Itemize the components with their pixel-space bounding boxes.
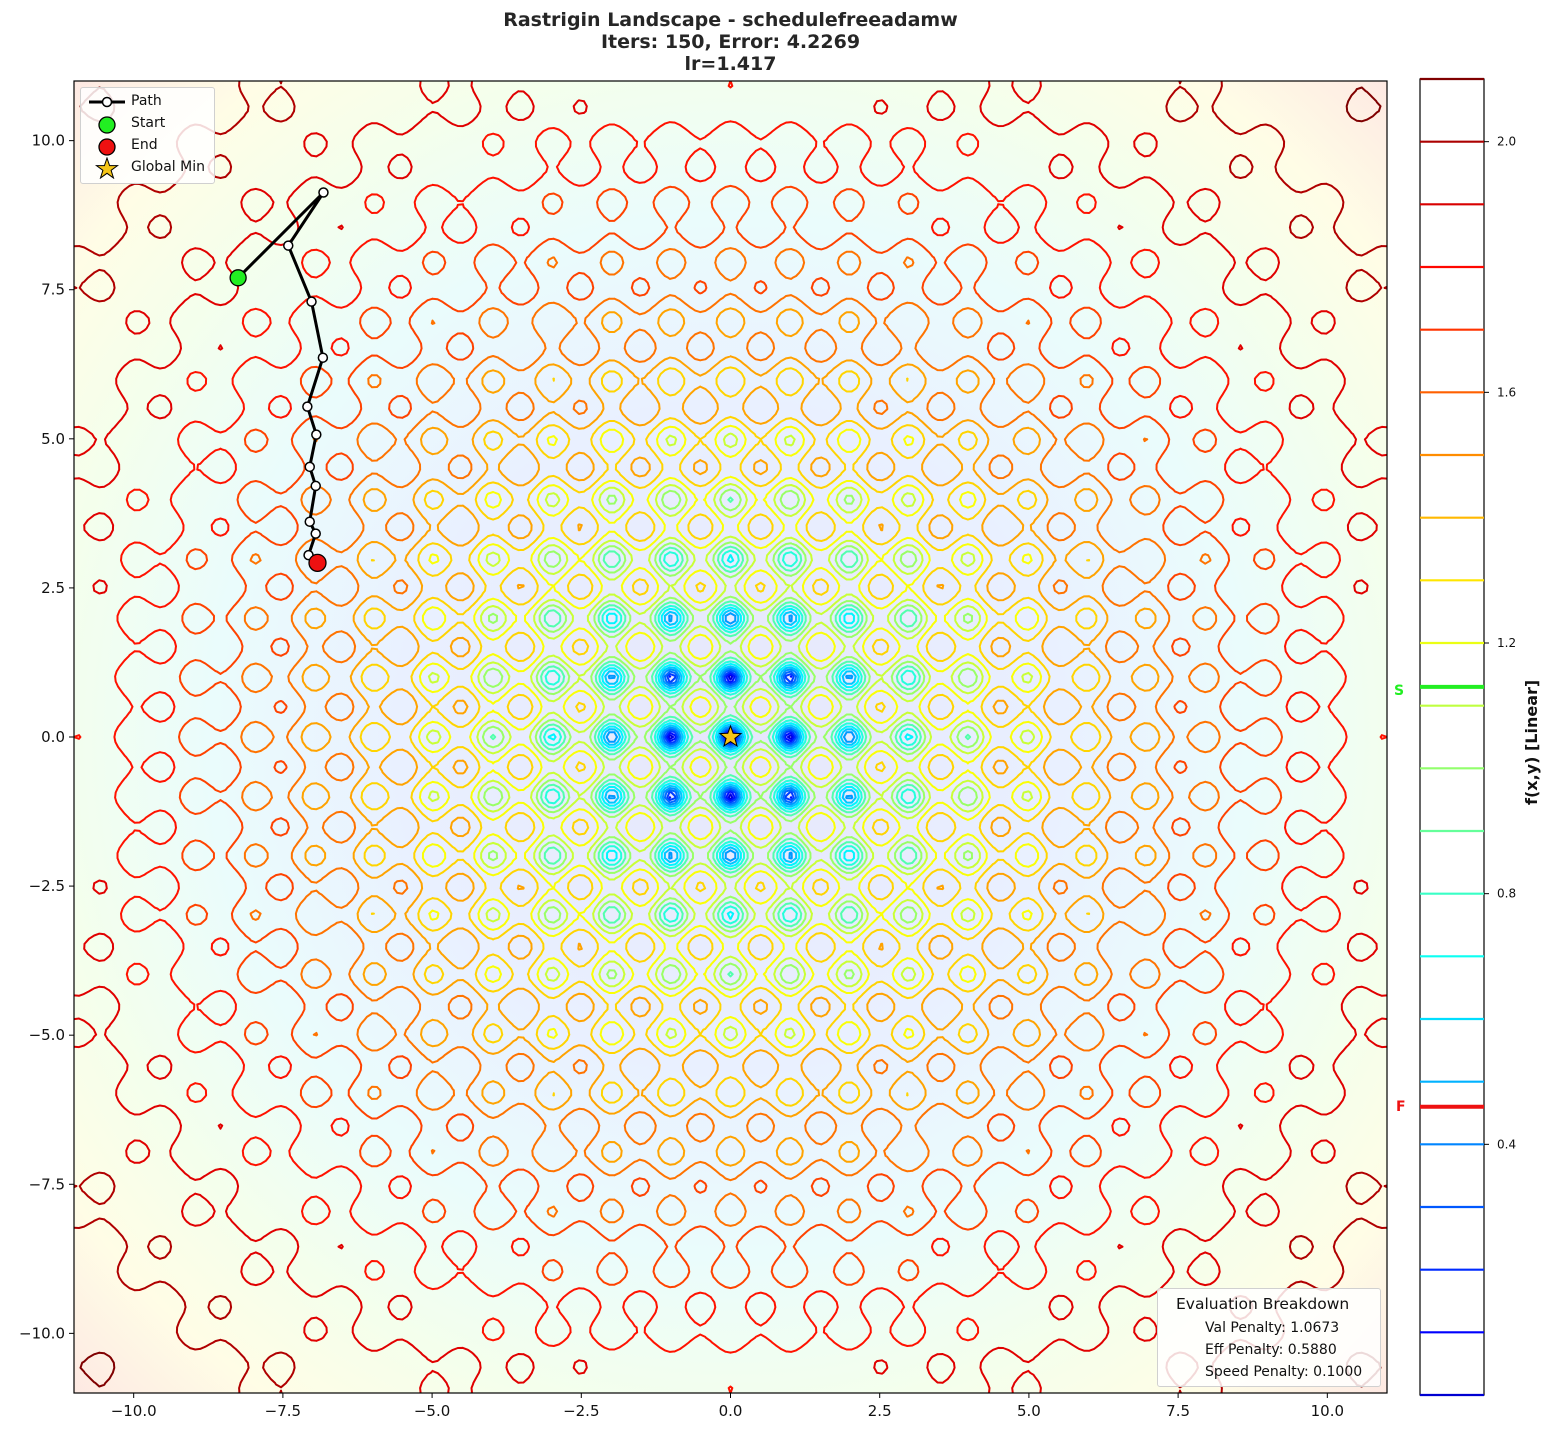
chart-title-line2: Iters: 150, Error: 4.2269 [600, 31, 861, 53]
x-axis: −10.0 −7.5 −5.0 −2.5 0.0 2.5 5.0 7.5 10.0 [111, 1393, 1344, 1420]
colorbar-start-marker-label: S [1394, 683, 1405, 699]
path-line-icon [89, 96, 125, 108]
svg-text:2.5: 2.5 [868, 1402, 892, 1420]
eff-penalty: Eff Penalty: 0.5880 [1205, 1342, 1337, 1358]
svg-text:−10.0: −10.0 [111, 1402, 157, 1420]
evaluation-heading: Evaluation Breakdown [1176, 1295, 1350, 1313]
end-circle-icon [98, 138, 116, 156]
end-marker [308, 553, 327, 573]
colorbar: 0.4 0.8 1.2 1.6 2.0 [1419, 77, 1516, 1397]
svg-text:−2.5: −2.5 [563, 1402, 599, 1420]
legend-label-global-min: Global Min [131, 159, 205, 175]
legend-item-end: End [81, 135, 214, 157]
chart-title-line1: Rastrigin Landscape - schedulefreeadamw [503, 9, 958, 31]
svg-text:2.5: 2.5 [41, 579, 65, 597]
svg-text:1.6: 1.6 [1497, 385, 1516, 399]
svg-text:0.4: 0.4 [1497, 1137, 1516, 1151]
svg-text:5.0: 5.0 [41, 430, 65, 448]
legend: Path Start End Global Min [80, 87, 215, 184]
legend-item-global-min: Global Min [81, 157, 214, 179]
evaluation-breakdown-box: Evaluation Breakdown Val Penalty: 1.0673… [1157, 1288, 1381, 1387]
plot-area [73, 80, 1388, 1394]
svg-text:2.0: 2.0 [1497, 135, 1516, 149]
legend-label-path: Path [131, 93, 162, 109]
svg-text:−2.5: −2.5 [29, 877, 65, 895]
svg-text:0.8: 0.8 [1497, 887, 1516, 901]
svg-text:0.0: 0.0 [41, 728, 65, 746]
svg-text:1.2: 1.2 [1497, 636, 1516, 650]
svg-text:−7.5: −7.5 [265, 1402, 301, 1420]
chart-title-line3: lr=1.417 [684, 53, 777, 75]
start-marker [229, 269, 247, 287]
svg-text:−10.0: −10.0 [19, 1324, 65, 1342]
legend-item-path: Path [81, 91, 214, 113]
global-min-star [718, 724, 743, 748]
legend-item-start: Start [81, 113, 214, 135]
svg-text:7.5: 7.5 [1166, 1402, 1190, 1420]
optimizer-path [229, 187, 743, 748]
legend-label-start: Start [131, 115, 166, 131]
svg-text:7.5: 7.5 [41, 281, 65, 299]
svg-text:0.0: 0.0 [719, 1402, 743, 1420]
svg-text:−5.0: −5.0 [29, 1026, 65, 1044]
colorbar-end-marker-label: F [1396, 1099, 1406, 1115]
svg-text:5.0: 5.0 [1017, 1402, 1041, 1420]
legend-label-end: End [131, 137, 158, 153]
svg-text:10.0: 10.0 [32, 132, 65, 150]
colorbar-label: f(x,y) [Linear] [1522, 679, 1541, 805]
val-penalty: Val Penalty: 1.0673 [1205, 1320, 1340, 1336]
svg-text:−7.5: −7.5 [29, 1175, 65, 1193]
svg-text:−5.0: −5.0 [414, 1402, 450, 1420]
svg-text:10.0: 10.0 [1311, 1402, 1344, 1420]
speed-penalty: Speed Penalty: 0.1000 [1205, 1364, 1363, 1380]
y-axis: 10.0 7.5 5.0 2.5 0.0 −2.5 −5.0 −7.5 −10.0 [19, 132, 74, 1342]
star-icon [94, 157, 120, 179]
start-circle-icon [98, 116, 116, 134]
